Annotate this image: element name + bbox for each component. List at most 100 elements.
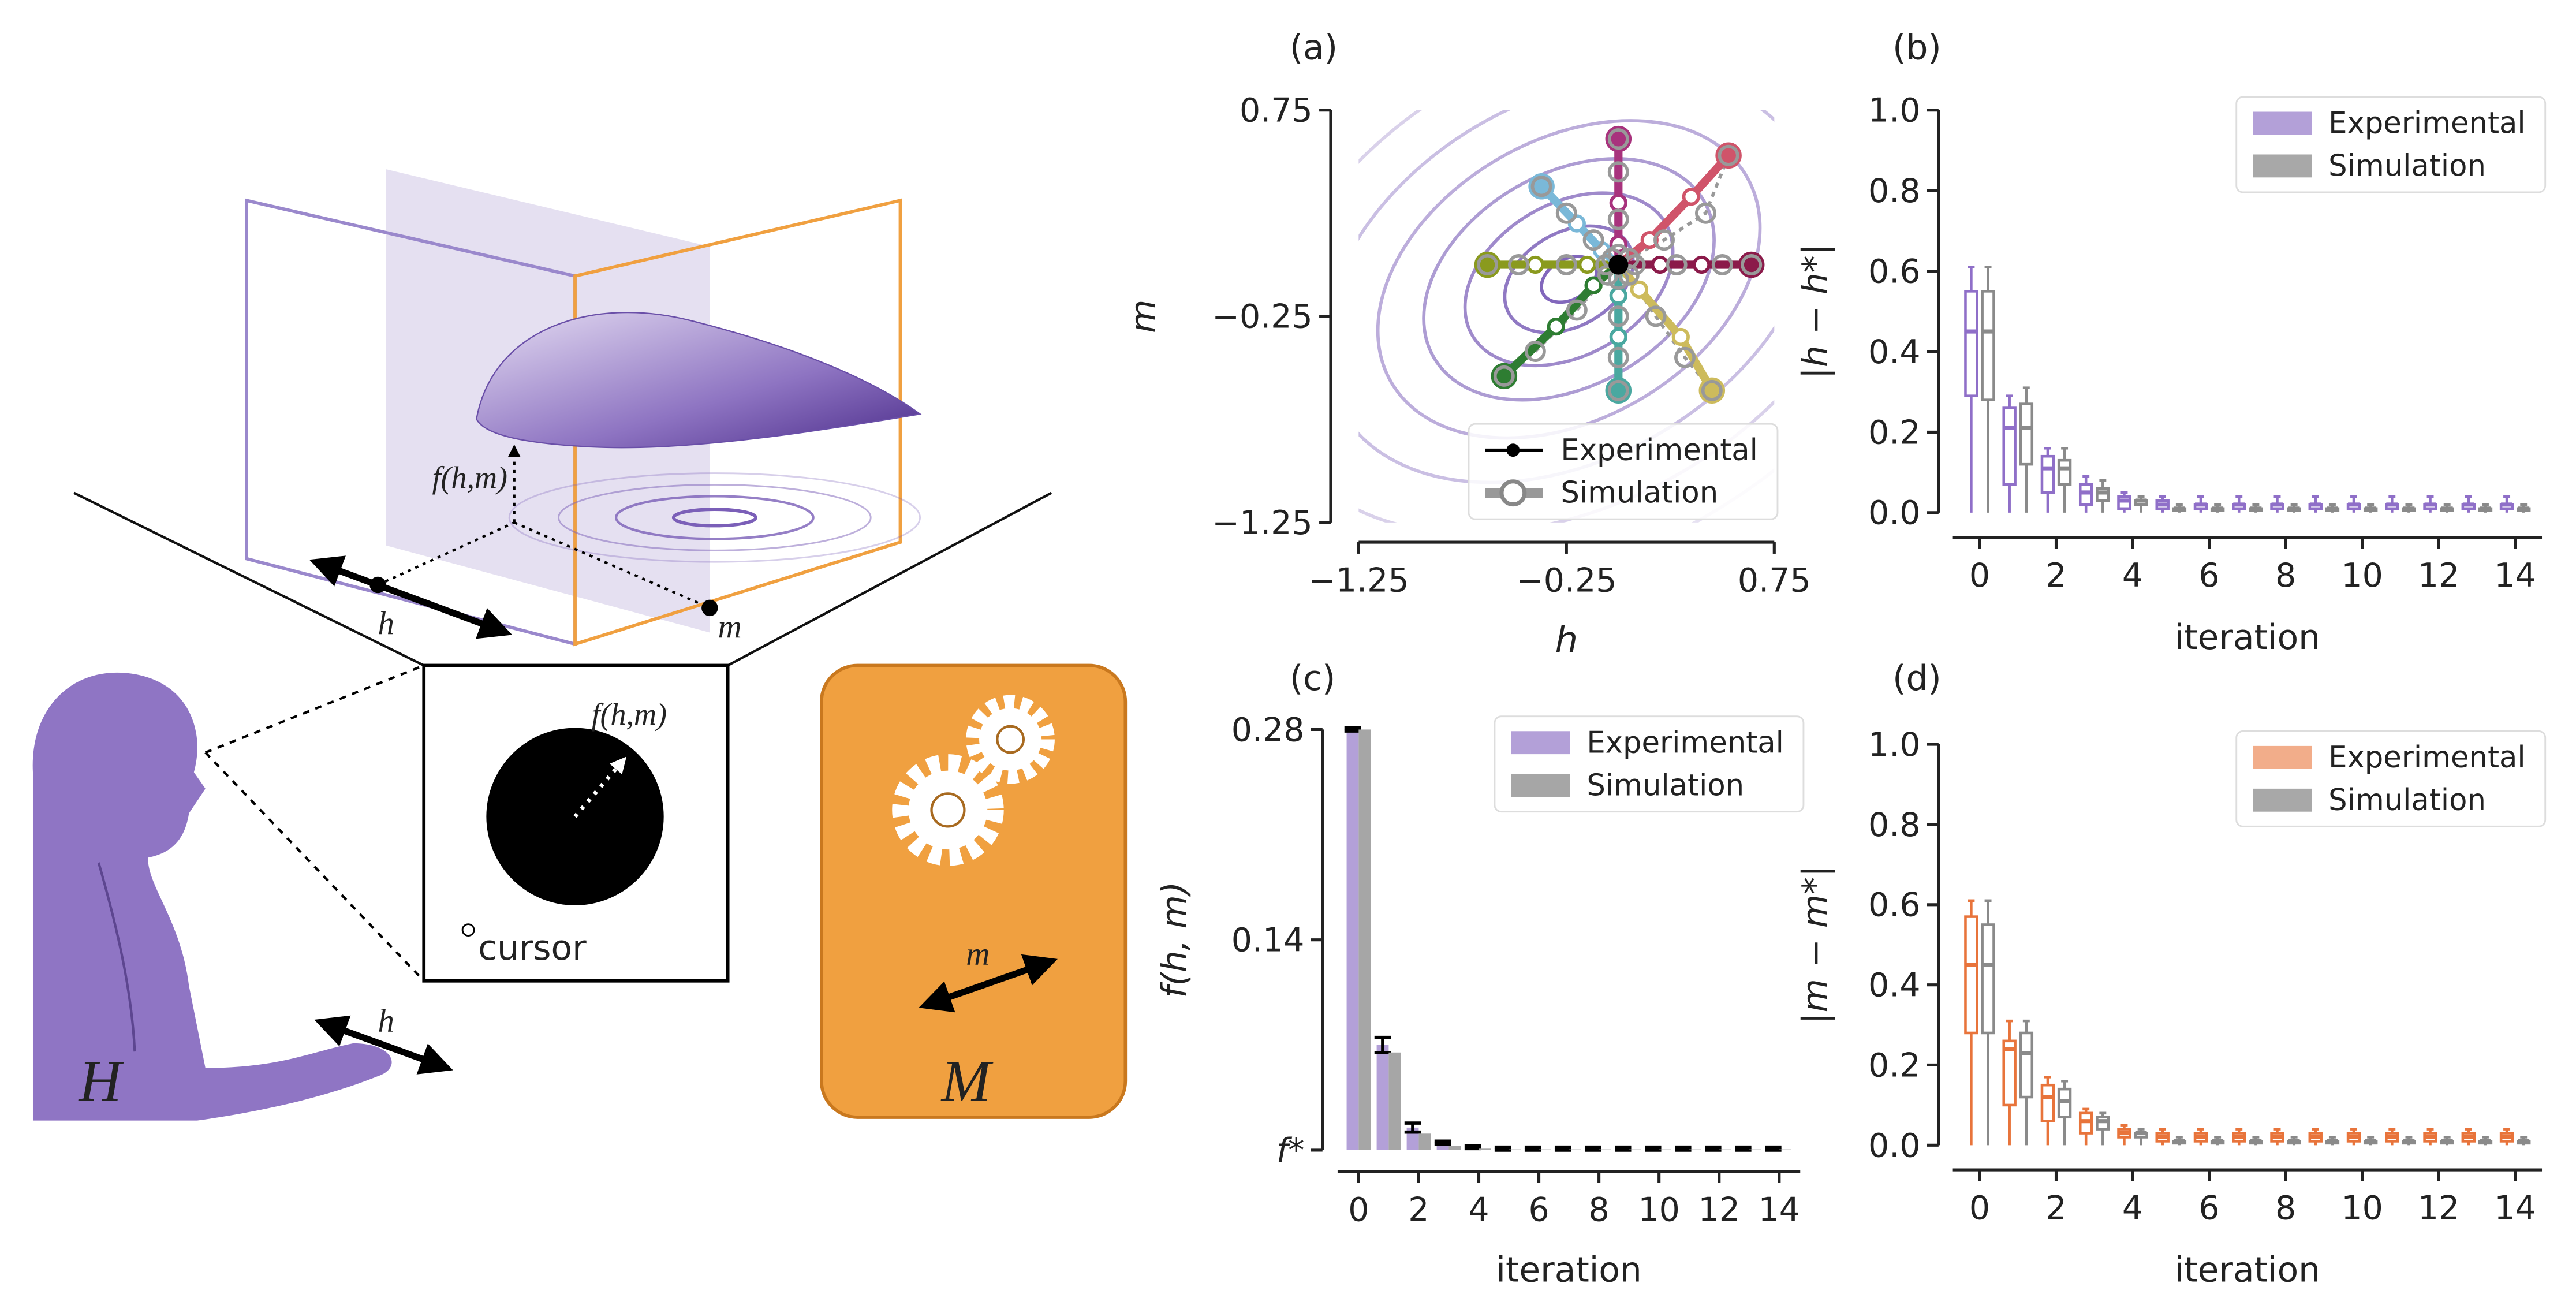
y-tick-label: −0.25 — [1212, 298, 1312, 336]
bar — [1479, 1148, 1491, 1150]
axis-label: f(h,m) — [432, 460, 507, 495]
legend-label: Simulation — [2328, 148, 2486, 183]
bar — [1388, 1053, 1401, 1150]
contour — [1381, 109, 1757, 449]
x-axis-label: iteration — [2175, 618, 2320, 658]
y-axis-label: |m − m*| — [1795, 866, 1835, 1024]
x-tick-label: 0 — [1969, 557, 1990, 595]
x-axis-label: h — [1555, 619, 1578, 661]
y-tick-label: 1.0 — [1868, 92, 1921, 130]
machine-label: M — [940, 1049, 994, 1114]
legend-marker — [1506, 443, 1520, 457]
bar — [1347, 729, 1359, 1150]
box — [2042, 1085, 2054, 1121]
view-line — [206, 752, 424, 981]
experimental-point — [1694, 258, 1709, 273]
x-tick-label: 2 — [2045, 557, 2066, 595]
panel-label: (b) — [1892, 28, 1942, 68]
m-point — [701, 600, 718, 616]
experimental-point — [1611, 196, 1626, 211]
y-tick-label: 0.0 — [1868, 494, 1921, 532]
legend-patch — [1511, 731, 1570, 754]
y-tick-label: 0.4 — [1868, 967, 1921, 1005]
bar — [1448, 1146, 1461, 1150]
legend-patch — [1511, 774, 1570, 797]
y-tick-label: −1.25 — [1212, 504, 1312, 542]
legend-label: Experimental — [1586, 725, 1784, 760]
legend-marker — [1502, 482, 1525, 505]
x-tick-label: 10 — [1638, 1191, 1679, 1229]
x-tick-label: 4 — [1468, 1191, 1489, 1229]
panel-label: (a) — [1290, 28, 1338, 68]
y-tick-label: 0.28 — [1231, 711, 1305, 749]
box — [1965, 291, 1977, 396]
x-tick-label: 8 — [2275, 1189, 2296, 1227]
x-tick-label: 12 — [1698, 1191, 1740, 1229]
diagram: f(h,m) h m f(h,m) cursor H h m M — [33, 169, 1126, 1121]
cost-surface — [476, 312, 920, 447]
legend-label: Experimental — [2328, 106, 2526, 140]
x-tick-label: 8 — [1589, 1191, 1610, 1229]
legend-patch — [2253, 746, 2312, 769]
experimental-point — [1570, 216, 1585, 231]
y-tick-label: 0.75 — [1240, 92, 1313, 130]
h-label: h — [378, 605, 394, 641]
panel-label: (d) — [1892, 659, 1942, 699]
y-tick-label: f* — [1276, 1132, 1305, 1170]
x-tick-label: 4 — [2122, 557, 2143, 595]
h-arrow — [315, 562, 506, 632]
hand-h-label: h — [378, 1003, 394, 1039]
x-tick-label: 6 — [2198, 1189, 2219, 1227]
page: {"diagram":{"axis_label":"f(h,m)","h_lab… — [0, 0, 2576, 1298]
x-tick-label: 14 — [2494, 1189, 2536, 1227]
y-tick-label: 0.8 — [1868, 172, 1921, 210]
x-tick-label: 6 — [2198, 557, 2219, 595]
x-tick-label: 0.75 — [1738, 561, 1811, 599]
x-tick-label: 10 — [2341, 557, 2383, 595]
x-tick-label: 2 — [1408, 1191, 1429, 1229]
x-tick-label: 6 — [1528, 1191, 1549, 1229]
m-label: m — [718, 609, 742, 645]
legend-patch — [2253, 789, 2312, 812]
box — [1965, 917, 1977, 1033]
y-tick-label: 0.14 — [1231, 922, 1305, 960]
experimental-point — [1580, 258, 1595, 273]
view-line — [206, 665, 424, 752]
legend-label: Simulation — [2328, 783, 2486, 818]
x-axis-label: iteration — [2175, 1251, 2320, 1290]
legend-label: Experimental — [1560, 433, 1758, 468]
box — [2021, 1033, 2032, 1097]
panel: (c) f* 0.14 0.28 0 2 4 6 8 10 12 14 iteration f(h, m)… — [1155, 659, 1804, 1290]
x-tick-label: 10 — [2341, 1189, 2383, 1227]
x-tick-label: 2 — [2045, 1189, 2066, 1227]
machine-m-label: m — [966, 935, 990, 972]
y-axis-label: f(h, m) — [1155, 882, 1195, 998]
y-tick-label: 0.2 — [1868, 1046, 1921, 1084]
x-tick-label: 12 — [2418, 1189, 2459, 1227]
legend-label: Simulation — [1586, 768, 1744, 803]
human-label: H — [78, 1049, 125, 1114]
y-tick-label: 0.4 — [1868, 333, 1921, 371]
box — [1983, 924, 1994, 1032]
experimental-point — [1528, 258, 1543, 273]
x-tick-label: 14 — [2494, 557, 2536, 595]
screen-label: f(h,m) — [591, 697, 667, 732]
experimental-point — [1611, 288, 1626, 303]
x-tick-label: 8 — [2275, 557, 2296, 595]
x-tick-label: 0 — [1348, 1191, 1369, 1229]
cursor-label: cursor — [478, 928, 587, 968]
y-tick-label: 1.0 — [1868, 726, 1921, 764]
h-point — [369, 577, 386, 593]
panel-label: (c) — [1290, 659, 1335, 699]
contour — [1434, 158, 1704, 401]
legend-label: Experimental — [2328, 740, 2526, 775]
x-tick-label: −0.25 — [1516, 561, 1616, 599]
experimental-point — [1683, 189, 1698, 204]
y-axis-label: m — [1124, 300, 1164, 333]
x-tick-label: −1.25 — [1308, 561, 1409, 599]
experimental-point — [1611, 330, 1626, 345]
x-axis-label: iteration — [1496, 1251, 1641, 1290]
bar — [1418, 1133, 1431, 1150]
x-tick-label: 14 — [1759, 1191, 1800, 1229]
bar — [1358, 729, 1371, 1150]
